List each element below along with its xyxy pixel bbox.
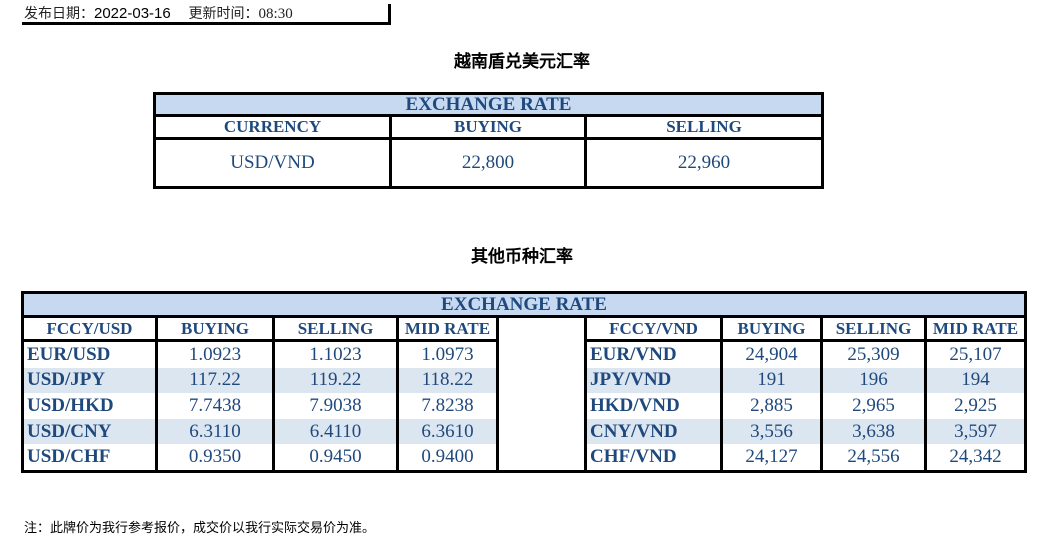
vnd-buying: 24,127 xyxy=(720,444,823,473)
header-buying: BUYING xyxy=(155,315,275,342)
table-row: USD/CHF 0.9350 0.9450 0.9400 CHF/VND 24,127 24… xyxy=(21,444,1028,473)
usd-mid-rate: 6.3610 xyxy=(396,418,499,445)
vnd-buying: 191 xyxy=(720,367,823,394)
usd-vnd-table: EXCHANGE RATE CURRENCY BUYING SELLING US… xyxy=(152,92,825,189)
vnd-buying: 3,556 xyxy=(720,418,823,445)
header-buying: BUYING xyxy=(720,315,823,342)
vnd-pair: HKD/VND xyxy=(584,393,723,419)
update-time: 08:30 xyxy=(258,6,293,22)
vnd-selling: 3,638 xyxy=(820,418,927,445)
vnd-mid-rate: 194 xyxy=(923,367,1028,394)
other-currencies-table: EXCHANGE RATE FCCY/USD BUYING SELLING MI… xyxy=(20,291,1028,473)
disclaimer-note: 注：此牌价为我行参考报价，成交价以我行实际交易价为准。 xyxy=(24,521,376,536)
vnd-pair: EUR/VND xyxy=(584,340,723,368)
usd-buying: 1.0923 xyxy=(155,340,275,368)
vnd-selling: 196 xyxy=(820,367,927,394)
usd-mid-rate: 7.8238 xyxy=(396,393,499,419)
usd-selling: 7.9038 xyxy=(272,393,399,419)
vnd-selling: 24,556 xyxy=(820,444,927,473)
usd-buying: 7.7438 xyxy=(155,393,275,419)
header-selling: SELLING xyxy=(820,315,927,342)
usd-buying: 117.22 xyxy=(155,367,275,394)
table-row: USD/CNY 6.3110 6.4110 6.3610 CNY/VND 3,556 3,6… xyxy=(21,418,1028,445)
time-label: 更新时间： xyxy=(188,6,259,22)
header-mid-rate: MID RATE xyxy=(923,315,1028,342)
table-row: EUR/USD 1.0923 1.1023 1.0973 EUR/VND 24,904 25… xyxy=(21,340,1028,368)
vnd-buying: 24,904 xyxy=(720,340,823,368)
header-fccy-vnd: FCCY/VND xyxy=(584,315,723,342)
usd-pair: USD/CNY xyxy=(21,418,158,445)
vnd-mid-rate: 2,925 xyxy=(923,393,1028,419)
vnd-buying: 2,885 xyxy=(720,393,823,419)
header-selling: SELLING xyxy=(272,315,399,342)
usd-mid-rate: 118.22 xyxy=(396,367,499,394)
table-row: USD/VND 22,800 22,960 xyxy=(153,137,825,189)
date-label: 发布日期： xyxy=(24,6,94,22)
header-currency: CURRENCY xyxy=(153,114,392,140)
vnd-selling: 25,309 xyxy=(820,340,927,368)
usd-selling: 1.1023 xyxy=(272,340,399,368)
usd-buying: 0.9350 xyxy=(155,444,275,473)
table-band-title: EXCHANGE RATE xyxy=(152,92,825,117)
vnd-pair: CHF/VND xyxy=(584,444,723,473)
usd-buying: 6.3110 xyxy=(155,418,275,445)
usd-selling: 119.22 xyxy=(272,367,399,394)
table-row: USD/JPY 117.22 119.22 118.22 JPY/VND 191 196 19… xyxy=(21,367,1028,394)
other-section-title: 其他币种汇率 xyxy=(471,247,573,267)
header-fccy-usd: FCCY/USD xyxy=(21,315,158,342)
buying: 22,800 xyxy=(389,137,587,189)
usd-selling: 6.4110 xyxy=(272,418,399,445)
header-mid-rate: MID RATE xyxy=(396,315,499,342)
vnd-pair: JPY/VND xyxy=(584,367,723,394)
usd-mid-rate: 0.9400 xyxy=(396,444,499,473)
pair: USD/VND xyxy=(153,137,392,189)
usd-pair: USD/HKD xyxy=(21,393,158,419)
divider xyxy=(22,22,391,25)
selling: 22,960 xyxy=(583,137,825,189)
vnd-selling: 2,965 xyxy=(820,393,927,419)
vnd-pair: CNY/VND xyxy=(584,418,723,445)
usd-pair: EUR/USD xyxy=(21,340,158,368)
usd-mid-rate: 1.0973 xyxy=(396,340,499,368)
usd-section-title: 越南盾兑美元汇率 xyxy=(454,52,590,72)
header-selling: SELLING xyxy=(583,114,825,140)
usd-pair: USD/CHF xyxy=(21,444,158,473)
divider xyxy=(388,4,391,25)
table-row: USD/HKD 7.7438 7.9038 7.8238 HKD/VND 2,885 2,9… xyxy=(21,393,1028,419)
table-band-title: EXCHANGE RATE xyxy=(20,291,1028,318)
usd-pair: USD/JPY xyxy=(21,367,158,394)
usd-selling: 0.9450 xyxy=(272,444,399,473)
vnd-mid-rate: 25,107 xyxy=(923,340,1028,368)
header-buying: BUYING xyxy=(389,114,587,140)
vnd-mid-rate: 3,597 xyxy=(923,418,1028,445)
spacer-column xyxy=(496,315,587,473)
publish-info: 发布日期：2022-03-16 更新时间：08:30 xyxy=(24,3,293,23)
vnd-mid-rate: 24,342 xyxy=(923,444,1028,473)
publish-date: 2022-03-16 xyxy=(94,5,171,22)
